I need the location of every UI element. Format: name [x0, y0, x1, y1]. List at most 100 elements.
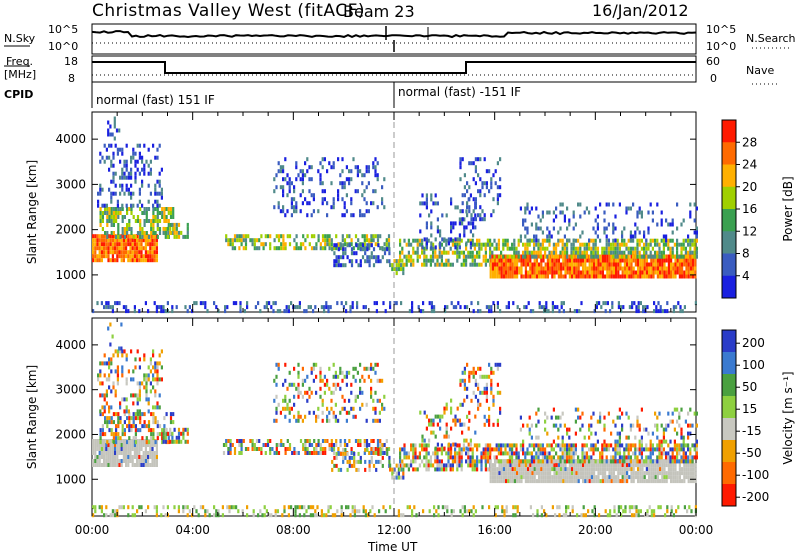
scatter-cell	[152, 143, 155, 148]
scatter-cell	[522, 463, 525, 468]
scatter-cell	[346, 459, 349, 464]
scatter-cell	[529, 479, 532, 484]
scatter-cell	[466, 201, 469, 206]
scatter-cell	[403, 238, 406, 243]
scatter-cell	[535, 455, 538, 460]
scatter-cell	[633, 301, 636, 306]
scatter-cell	[118, 246, 121, 251]
scatter-cell	[120, 242, 123, 247]
scatter-cell	[402, 263, 405, 268]
scatter-cell	[133, 463, 136, 467]
scatter-cell	[264, 242, 267, 247]
scatter-cell	[445, 402, 448, 407]
scatter-cell	[440, 262, 443, 267]
scatter-cell	[144, 238, 147, 243]
scatter-cell	[496, 258, 499, 263]
scatter-cell	[628, 262, 631, 267]
scatter-cell	[539, 226, 542, 231]
scatter-cell	[177, 222, 181, 227]
scatter-cell	[215, 305, 218, 310]
scatter-cell	[691, 443, 694, 448]
scatter-cell	[659, 266, 662, 271]
scatter-cell	[658, 455, 661, 460]
scatter-cell	[143, 235, 146, 239]
scatter-cell	[468, 410, 471, 415]
scatter-cell	[138, 238, 141, 243]
scatter-cell	[647, 254, 650, 259]
scatter-cell	[436, 414, 439, 419]
scatter-cell	[524, 206, 527, 211]
scatter-cell	[470, 370, 473, 375]
scatter-cell	[120, 346, 123, 351]
scatter-cell	[432, 258, 435, 263]
scatter-cell	[617, 471, 620, 476]
scatter-cell	[630, 270, 633, 275]
scatter-cell	[619, 262, 622, 267]
scatter-cell	[689, 455, 692, 460]
scatter-cell	[511, 475, 514, 480]
scatter-cell	[156, 405, 159, 410]
scatter-cell	[588, 258, 591, 263]
scatter-cell	[288, 382, 291, 387]
scatter-cell	[121, 432, 124, 437]
scatter-cell	[161, 440, 164, 445]
scatter-cell	[467, 459, 470, 464]
scatter-cell	[634, 475, 637, 480]
scatter-cell	[595, 301, 598, 306]
scatter-cell	[643, 242, 646, 247]
scatter-cell	[169, 207, 173, 211]
scatter-cell	[119, 211, 122, 215]
scatter-cell	[522, 222, 525, 227]
scatter-cell	[516, 463, 519, 468]
scatter-cell	[131, 447, 134, 451]
scatter-cell	[445, 262, 448, 267]
scatter-cell	[376, 398, 379, 403]
scatter-cell	[667, 274, 670, 279]
scatter-cell	[375, 467, 378, 472]
scatter-cell	[477, 386, 480, 391]
scatter-cell	[648, 266, 651, 271]
scatter-cell	[460, 238, 463, 243]
scatter-cell	[693, 230, 696, 235]
scatter-cell	[610, 266, 613, 271]
scatter-cell	[105, 242, 108, 247]
scatter-cell	[530, 222, 533, 227]
scatter-cell	[119, 405, 122, 410]
scatter-cell	[150, 428, 153, 433]
scatter-cell	[506, 459, 509, 464]
scatter-cell	[515, 250, 518, 255]
scatter-cell	[693, 202, 696, 207]
scatter-cell	[654, 254, 657, 259]
scatter-cell	[365, 234, 369, 239]
scatter-cell	[643, 262, 646, 267]
scatter-cell	[290, 213, 293, 218]
scatter-cell	[233, 451, 237, 455]
scatter-cell	[466, 181, 469, 186]
scatter-cell	[374, 189, 377, 194]
scatter-cell	[583, 435, 586, 440]
scatter-cell	[306, 439, 309, 443]
scatter-cell	[581, 254, 584, 259]
scatter-cell	[612, 262, 615, 267]
scatter-cell	[637, 471, 640, 476]
scatter-cell	[568, 471, 571, 476]
scatter-cell	[645, 463, 648, 468]
scatter-cell	[667, 242, 670, 247]
scatter-cell	[557, 254, 560, 259]
scatter-cell	[439, 233, 442, 238]
scatter-cell	[114, 191, 117, 196]
scatter-cell	[541, 238, 544, 243]
scatter-cell	[344, 247, 347, 252]
scatter-cell	[127, 171, 130, 176]
scatter-cell	[149, 246, 152, 251]
scatter-cell	[511, 479, 514, 484]
scatter-cell	[465, 446, 468, 451]
scatter-cell	[132, 424, 135, 429]
scatter-cell	[558, 309, 561, 314]
scatter-cell	[436, 201, 439, 206]
scatter-cell	[414, 250, 417, 255]
scatter-cell	[552, 242, 555, 247]
scatter-cell	[138, 447, 141, 451]
scatter-cell	[158, 143, 161, 148]
scatter-cell	[579, 415, 582, 420]
